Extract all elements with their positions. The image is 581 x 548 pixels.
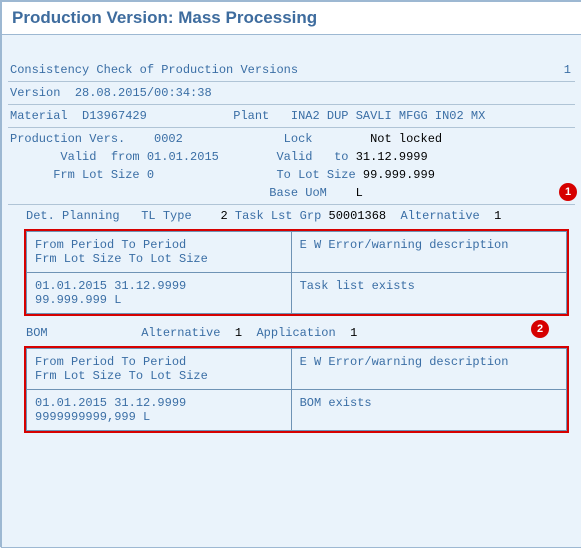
tlg-label: Task Lst Grp [235, 209, 321, 223]
tltype-value: 2 [220, 209, 227, 223]
consistency-count: 1 [564, 63, 575, 77]
pv-value: 0002 [154, 132, 183, 146]
t1-fp: 01.01.2015 [35, 279, 107, 293]
tltype-label: TL Type [141, 209, 191, 223]
window-title: Production Version: Mass Processing [2, 2, 581, 35]
valid-to-value: 31.12.9999 [356, 150, 428, 164]
frm-lot-label: Frm Lot Size [53, 168, 139, 182]
hdr-tls2: To Lot Size [129, 369, 208, 383]
valid-to-label: Valid to [276, 150, 348, 164]
table-row: 01.01.2015 31.12.9999 9999999999,999 L B… [27, 390, 567, 431]
plant-value: INA2 [291, 109, 320, 123]
toolbar-placeholder [2, 35, 581, 61]
consistency-label: Consistency Check of Production Versions [10, 63, 298, 77]
valid-from-value: 01.01.2015 [147, 150, 219, 164]
pv-row1: Production Vers. 0002 Lock Not locked [8, 130, 575, 148]
bom-alt-label: Alternative [141, 326, 220, 340]
valid-from-label: Valid from [60, 150, 139, 164]
t2-tls: 9999999999,999 [35, 410, 136, 424]
hdr-ew2: E W Error/warning description [300, 355, 509, 369]
t1-msg: Task list exists [300, 279, 415, 293]
bom-app-label: Application [256, 326, 335, 340]
consistency-row: Consistency Check of Production Versions… [8, 61, 575, 82]
bom-label: BOM [26, 326, 48, 340]
hdr-fls: Frm Lot Size [35, 252, 121, 266]
plant-label: Plant [233, 109, 269, 123]
pv-row3: Frm Lot Size 0 To Lot Size 99.999.999 [8, 166, 575, 184]
hdr-fls2: Frm Lot Size [35, 369, 121, 383]
material-label: Material [10, 109, 68, 123]
t2-tp: 31.12.9999 [114, 396, 186, 410]
hdr-fp2: From Period [35, 355, 114, 369]
tasklist-table-box: From Period To Period Frm Lot Size To Lo… [24, 229, 569, 316]
hdr-ew: E W Error/warning description [300, 238, 509, 252]
table-header-row: From Period To Period Frm Lot Size To Lo… [27, 232, 567, 273]
hdr-tp: To Period [121, 238, 186, 252]
detplan-label: Det. Planning [26, 209, 120, 223]
plant-desc: DUP SAVLI MFGG IN02 MX [327, 109, 485, 123]
report-body: Consistency Check of Production Versions… [2, 61, 581, 449]
bom-alt-value: 1 [235, 326, 242, 340]
bom-table: From Period To Period Frm Lot Size To Lo… [26, 348, 567, 431]
version-value: 28.08.2015/00:34:38 [75, 86, 212, 100]
bom-row: BOM Alternative 1 Application 1 2 [24, 324, 575, 342]
uom-value: L [356, 186, 363, 200]
t1-tp: 31.12.9999 [114, 279, 186, 293]
t2-uom: L [143, 410, 150, 424]
lock-label: Lock [284, 132, 313, 146]
frm-lot-value: 0 [147, 168, 154, 182]
lock-value: Not locked [370, 132, 442, 146]
uom-label: Base UoM [269, 186, 327, 200]
t2-fp: 01.01.2015 [35, 396, 107, 410]
hdr-fp: From Period [35, 238, 114, 252]
to-lot-label: To Lot Size [276, 168, 355, 182]
callout-badge-2: 2 [531, 320, 549, 338]
table-header-row: From Period To Period Frm Lot Size To Lo… [27, 349, 567, 390]
to-lot-value: 99.999.999 [363, 168, 435, 182]
tasklist-table: From Period To Period Frm Lot Size To Lo… [26, 231, 567, 314]
hdr-tls: To Lot Size [129, 252, 208, 266]
table-row: 01.01.2015 31.12.9999 99.999.999 L Task … [27, 273, 567, 314]
pv-label: Production Vers. [10, 132, 125, 146]
pv-row2: Valid from 01.01.2015 Valid to 31.12.999… [8, 148, 575, 166]
detplan-row: Det. Planning TL Type 2 Task Lst Grp 500… [24, 207, 575, 225]
bom-app-value: 1 [350, 326, 357, 340]
t1-tls: 99.999.999 [35, 293, 107, 307]
alt-value: 1 [494, 209, 501, 223]
bom-table-box: From Period To Period Frm Lot Size To Lo… [24, 346, 569, 433]
alt-label: Alternative [401, 209, 480, 223]
t1-uom: L [114, 293, 121, 307]
version-row: Version 28.08.2015/00:34:38 [8, 84, 575, 105]
pv-row4: Base UoM L [8, 184, 575, 205]
callout-badge-1: 1 [559, 183, 577, 201]
material-value: D13967429 [82, 109, 147, 123]
version-label: Version [10, 86, 60, 100]
material-row: Material D13967429 Plant INA2 DUP SAVLI … [8, 107, 575, 128]
t2-msg: BOM exists [300, 396, 372, 410]
tlg-value: 50001368 [329, 209, 387, 223]
hdr-tp2: To Period [121, 355, 186, 369]
